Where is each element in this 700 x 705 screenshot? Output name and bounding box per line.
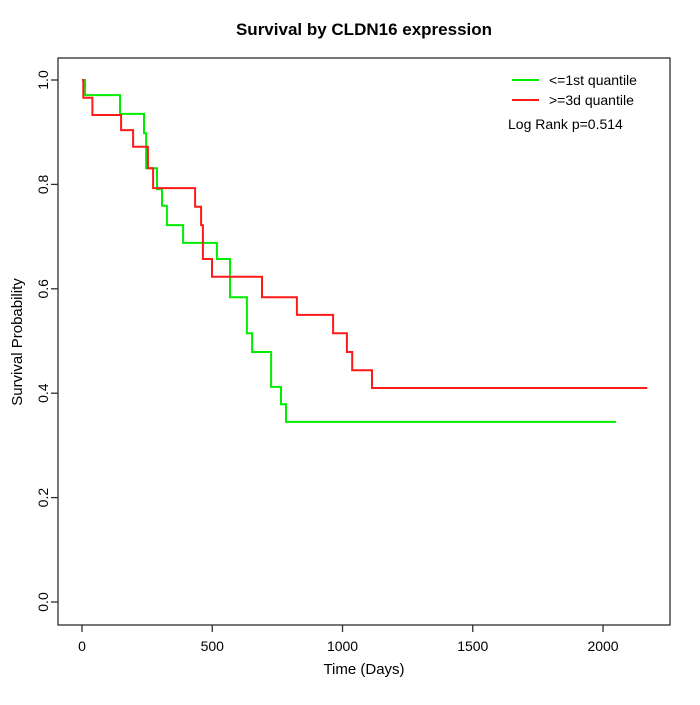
x-tick-label: 1000 <box>327 638 358 654</box>
y-axis-ticks <box>51 79 58 603</box>
km-curve-high-expression <box>82 79 648 389</box>
km-curve-low-expression <box>82 79 617 423</box>
x-axis-ticks <box>81 625 604 632</box>
x-axis-tick-labels: 0 500 1000 1500 2000 <box>78 638 619 654</box>
y-tick-label: 0.6 <box>35 279 51 299</box>
logrank-annotation: Log Rank p=0.514 <box>508 116 623 132</box>
y-tick-label: 0.0 <box>35 592 51 612</box>
y-tick-label: 0.4 <box>35 383 51 403</box>
legend: <=1st quantile >=3d quantile Log Rank p=… <box>508 72 637 132</box>
x-tick-label: 1500 <box>457 638 488 654</box>
legend-label-low-expression: <=1st quantile <box>549 72 637 88</box>
chart-title: Survival by CLDN16 expression <box>236 20 492 39</box>
x-axis-title: Time (Days) <box>323 661 404 678</box>
y-tick-label: 1.0 <box>35 70 51 90</box>
legend-label-high-expression: >=3d quantile <box>549 92 634 108</box>
y-axis-tick-labels: 0.0 0.2 0.4 0.6 0.8 1.0 <box>35 70 51 612</box>
y-tick-label: 0.2 <box>35 488 51 508</box>
y-axis-title: Survival Probability <box>9 278 26 406</box>
x-tick-label: 500 <box>201 638 225 654</box>
plot-box <box>57 57 671 626</box>
y-tick-label: 0.8 <box>35 174 51 194</box>
x-tick-label: 0 <box>78 638 86 654</box>
x-tick-label: 2000 <box>587 638 618 654</box>
